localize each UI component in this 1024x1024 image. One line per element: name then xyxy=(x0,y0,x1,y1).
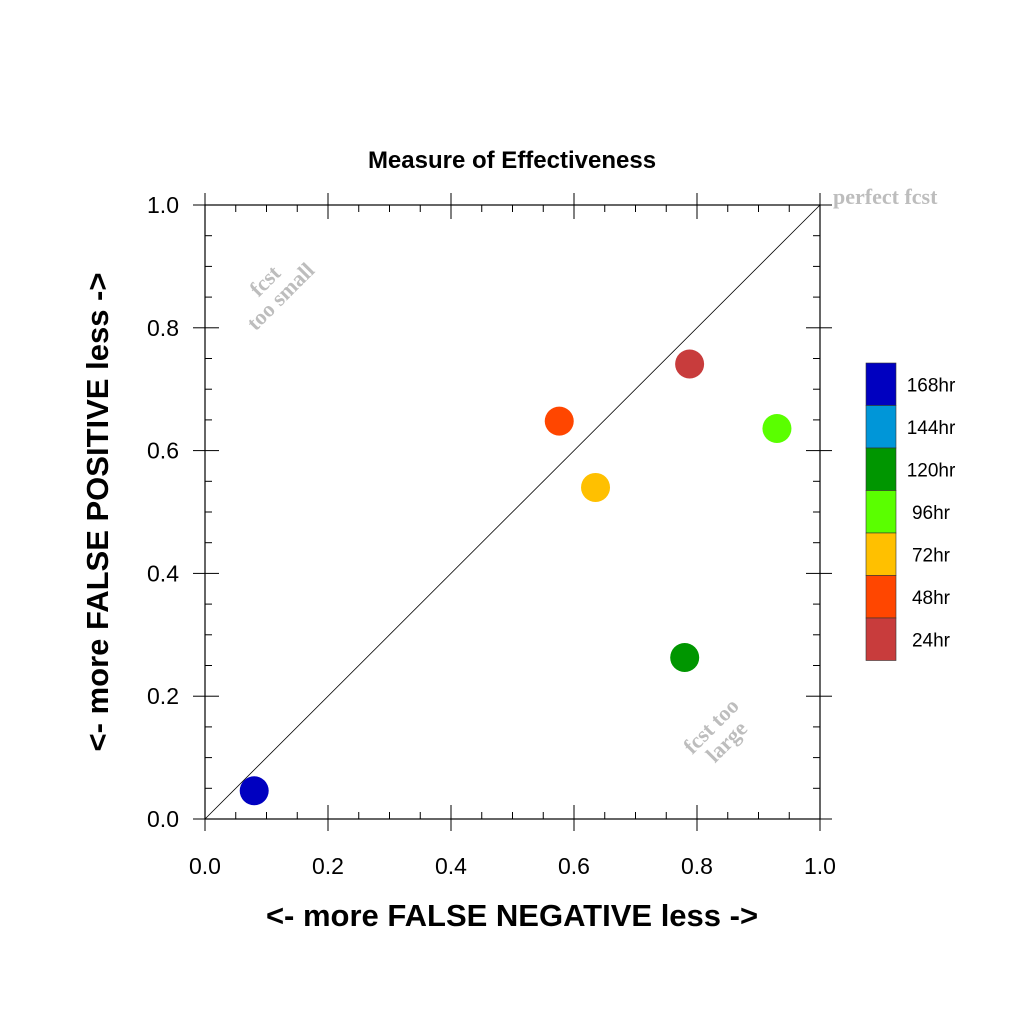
perfect-forecast-label: perfect fcst xyxy=(833,184,938,209)
y-axis-label: <- more FALSE POSITIVE less -> xyxy=(80,273,115,752)
point-120hr xyxy=(670,643,700,673)
legend-label-24hr: 24hr xyxy=(912,630,951,651)
data-points xyxy=(239,349,792,806)
perfect-forecast-diagonal xyxy=(204,204,821,820)
x-tick-label: 0.8 xyxy=(681,853,713,879)
point-24hr xyxy=(675,349,705,379)
legend: 168hr 144hr 120hr 96hr 72hr 48hr 24hr xyxy=(865,362,956,661)
legend-swatch-72hr xyxy=(865,532,897,576)
legend-swatch-96hr xyxy=(865,490,897,534)
y-tick-label: 0.6 xyxy=(147,438,179,464)
legend-swatch-168hr xyxy=(865,362,897,406)
point-72hr xyxy=(581,472,611,502)
too-small-annotation: fcst too small xyxy=(241,257,319,335)
too-small-line2: too small xyxy=(241,257,319,335)
legend-swatch-144hr xyxy=(865,405,897,449)
y-tick-label: 0.4 xyxy=(147,560,179,586)
legend-swatch-48hr xyxy=(865,575,897,619)
x-axis-label: <- more FALSE NEGATIVE less -> xyxy=(266,898,758,933)
x-tick-label: 0.0 xyxy=(189,853,221,879)
chart-title: Measure of Effectiveness xyxy=(368,147,656,174)
y-tick-label: 0.0 xyxy=(147,806,179,832)
plot-frame xyxy=(204,204,821,820)
legend-label-48hr: 48hr xyxy=(912,588,951,609)
legend-label-120hr: 120hr xyxy=(907,460,956,481)
too-large-annotation: fcst too large xyxy=(678,693,752,767)
x-tick-labels: 0.0 0.2 0.4 0.6 0.8 1.0 xyxy=(189,853,836,879)
y-tick-labels: 0.0 0.2 0.4 0.6 0.8 1.0 xyxy=(147,192,179,832)
point-168hr xyxy=(239,776,269,806)
legend-label-72hr: 72hr xyxy=(912,545,951,566)
point-48hr xyxy=(544,406,574,436)
y-tick-label: 1.0 xyxy=(147,192,179,218)
y-tick-label: 0.2 xyxy=(147,683,179,709)
x-tick-label: 0.4 xyxy=(435,853,467,879)
legend-swatch-24hr xyxy=(865,617,897,661)
x-tick-label: 0.2 xyxy=(312,853,344,879)
x-tick-label: 0.6 xyxy=(558,853,590,879)
legend-label-96hr: 96hr xyxy=(912,503,951,524)
legend-swatch-120hr xyxy=(865,447,897,491)
x-tick-label: 1.0 xyxy=(804,853,836,879)
point-96hr xyxy=(762,413,792,443)
legend-label-144hr: 144hr xyxy=(907,418,956,439)
legend-label-168hr: 168hr xyxy=(907,375,956,396)
y-tick-label: 0.8 xyxy=(147,315,179,341)
